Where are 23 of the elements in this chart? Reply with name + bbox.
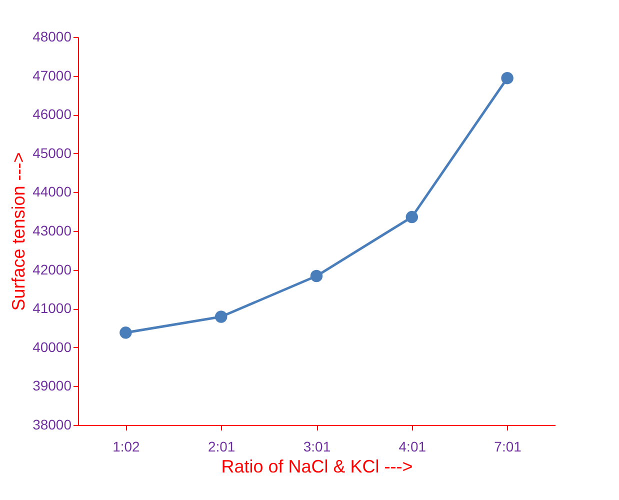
y-tick-label: 38000 bbox=[32, 416, 72, 432]
point bbox=[214, 310, 228, 323]
y-tick-label: 45000 bbox=[32, 144, 72, 161]
y-tick-label: 47000 bbox=[32, 67, 72, 84]
x-tick-label: 2:01 bbox=[208, 438, 236, 454]
y-tick-label: 44000 bbox=[32, 184, 72, 200]
point bbox=[310, 270, 323, 282]
point bbox=[120, 326, 132, 339]
y-tick-label: 40000 bbox=[32, 338, 72, 355]
y-tick-label: 39000 bbox=[32, 378, 72, 394]
y-tick-label: 42000 bbox=[32, 261, 72, 278]
y-tick-label: 41000 bbox=[32, 300, 72, 316]
y-tick-label: 46000 bbox=[32, 106, 72, 122]
point bbox=[501, 72, 514, 84]
x-tick-label: 3:01 bbox=[303, 438, 331, 454]
x-tick-label: 4:01 bbox=[398, 438, 426, 454]
y-axis-title: Surface tension ---> bbox=[8, 152, 29, 311]
x-tick-label: 1:02 bbox=[112, 438, 140, 454]
x-tick-label: 7:01 bbox=[494, 438, 522, 454]
y-tick-label: 48000 bbox=[32, 28, 72, 44]
point bbox=[406, 210, 418, 224]
x-axis-title: Ratio of NaCl & KCl ---> bbox=[221, 456, 413, 476]
y-tick-label: 43000 bbox=[32, 222, 72, 238]
